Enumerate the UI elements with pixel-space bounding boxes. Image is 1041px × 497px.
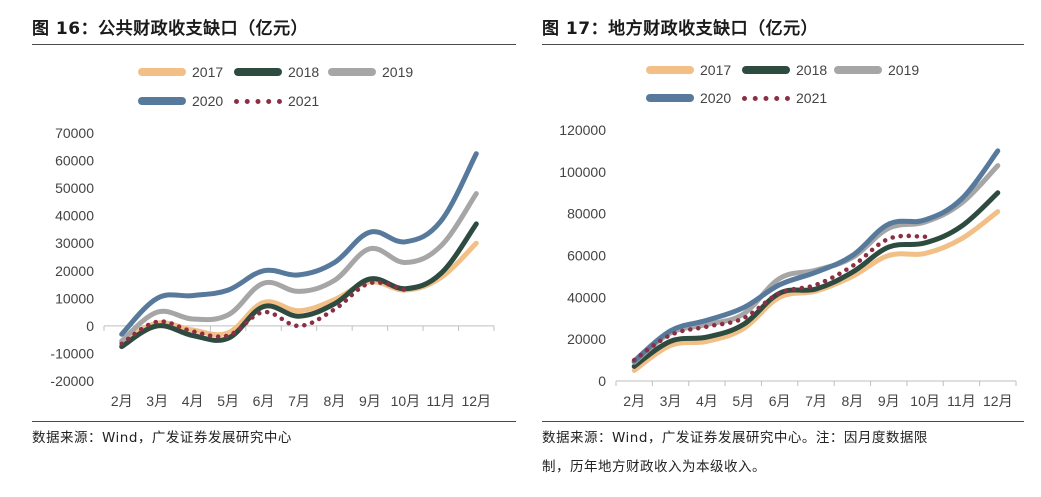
series-line-2020 xyxy=(631,148,1001,364)
legend-label: 2021 xyxy=(796,90,828,106)
x-tick-label: 12月 xyxy=(461,393,491,409)
legend-swatch-2021 xyxy=(742,95,790,101)
x-tick-label: 2月 xyxy=(623,393,645,409)
y-tick-label: 30000 xyxy=(55,235,94,251)
legend-swatch-2019 xyxy=(328,68,376,76)
y-tick-label: 60000 xyxy=(55,153,94,169)
title-rule xyxy=(542,44,1024,45)
x-tick-label: 10月 xyxy=(391,393,421,409)
legend-swatch-2019 xyxy=(834,66,882,74)
legend-item-2021: 2021 xyxy=(234,92,319,110)
legend-label: 2018 xyxy=(796,62,828,78)
y-tick-label: 0 xyxy=(86,318,94,334)
y-tick-label: 20000 xyxy=(567,331,606,347)
legend-label: 2019 xyxy=(888,62,920,78)
x-tick-label: 5月 xyxy=(732,393,754,409)
legend-label: 2020 xyxy=(700,90,732,106)
x-tick-label: 11月 xyxy=(427,393,456,409)
series-line-2019 xyxy=(119,191,479,344)
source-rule xyxy=(542,421,1024,422)
series-line-2019 xyxy=(631,163,1001,365)
legend-swatch-2018 xyxy=(742,66,790,74)
x-tick-label: 8月 xyxy=(324,393,346,409)
figure-title: 图 16：公共财政收支缺口（亿元） xyxy=(32,19,309,39)
legend-item-2020: 2020 xyxy=(138,92,223,110)
legend-label: 2021 xyxy=(288,93,320,109)
legend-label: 2020 xyxy=(192,93,224,109)
x-tick-label: 7月 xyxy=(805,393,827,409)
source-note-line-1: 数据来源：Wind，广发证券发展研究中心。注：因月度数据限 xyxy=(542,430,928,446)
y-tick-label: 70000 xyxy=(55,125,94,141)
series-line-2018 xyxy=(119,221,479,350)
y-tick-label: 60000 xyxy=(567,248,606,264)
y-tick-label: 40000 xyxy=(55,208,94,224)
y-tick-label: 40000 xyxy=(567,289,606,305)
y-tick-label: 10000 xyxy=(55,290,94,306)
legend-item-2018: 2018 xyxy=(234,63,319,81)
x-tick-label: 9月 xyxy=(359,393,381,409)
x-tick-label: 4月 xyxy=(182,393,204,409)
legend-label: 2017 xyxy=(192,64,224,80)
x-tick-label: 4月 xyxy=(696,393,718,409)
x-tick-label: 3月 xyxy=(660,393,682,409)
x-tick-label: 9月 xyxy=(878,393,900,409)
legend-swatch-2017 xyxy=(138,68,186,76)
legend-label: 2018 xyxy=(288,64,320,80)
figure-title: 图 17：地方财政收支缺口（亿元） xyxy=(542,19,819,39)
legend-item-2017: 2017 xyxy=(138,63,223,81)
x-tick-label: 6月 xyxy=(769,393,791,409)
legend-label: 2019 xyxy=(382,64,414,80)
series-line-2021 xyxy=(631,233,928,363)
x-tick-label: 10月 xyxy=(910,393,940,409)
y-tick-label: 100000 xyxy=(559,164,606,180)
x-tick-label: 2月 xyxy=(111,393,133,409)
y-tick-label: 50000 xyxy=(55,180,94,196)
y-tick-label: -20000 xyxy=(50,373,94,389)
y-tick-label: 0 xyxy=(598,373,606,389)
chart-panel-public-finance: 图 16：公共财政收支缺口（亿元） 2017 2018 2019 2020 20… xyxy=(0,0,520,497)
y-tick-label: 120000 xyxy=(559,122,606,138)
legend-swatch-2021 xyxy=(234,98,282,104)
legend-swatch-2020 xyxy=(646,94,694,102)
x-tick-label: 12月 xyxy=(983,393,1013,409)
chart-panel-local-finance: 图 17：地方财政收支缺口（亿元） 2017 2018 2019 2020 20… xyxy=(520,0,1041,497)
x-tick-label: 6月 xyxy=(253,393,275,409)
legend-item-2020: 2020 xyxy=(646,89,731,107)
legend-item-2019: 2019 xyxy=(834,61,919,79)
line-chart-public-finance-gap: -20000 -10000 0 10000 20000 30000 40000 50000 60… xyxy=(50,125,495,409)
series-line-2021 xyxy=(119,280,408,347)
legend-swatch-2017 xyxy=(646,66,694,74)
legend-item-2018: 2018 xyxy=(742,61,827,79)
legend-swatch-2020 xyxy=(138,97,186,105)
y-tick-label: -10000 xyxy=(50,345,94,361)
x-tick-label: 7月 xyxy=(288,393,310,409)
x-tick-label: 5月 xyxy=(217,393,239,409)
series-line-2020 xyxy=(119,151,479,337)
x-tick-label: 3月 xyxy=(146,393,168,409)
source-note-line-2: 制，历年地方财政收入为本级收入。 xyxy=(542,459,766,475)
legend-item-2021: 2021 xyxy=(742,89,827,107)
source-rule xyxy=(32,421,516,422)
legend-item-2017: 2017 xyxy=(646,61,731,79)
source-note: 数据来源：Wind，广发证券发展研究中心 xyxy=(32,430,292,446)
line-chart-local-finance-gap: 0 20000 40000 60000 80000 100000 120000 2月 3月 4月 5… xyxy=(559,122,1017,409)
legend-swatch-2018 xyxy=(234,68,282,76)
legend-label: 2017 xyxy=(700,62,732,78)
x-tick-label: 11月 xyxy=(947,393,976,409)
title-rule xyxy=(32,44,516,45)
series-line-2018 xyxy=(631,190,1001,369)
y-tick-label: 20000 xyxy=(55,263,94,279)
y-tick-label: 80000 xyxy=(567,206,606,222)
legend-item-2019: 2019 xyxy=(328,63,413,81)
x-tick-label: 8月 xyxy=(841,393,863,409)
